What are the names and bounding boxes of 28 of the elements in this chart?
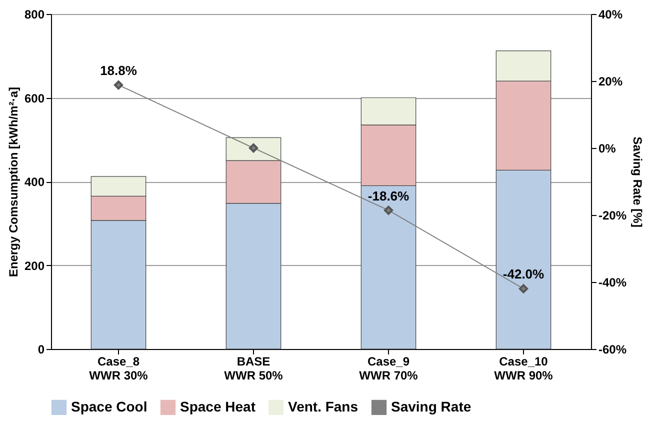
y2-tick-label: -40% <box>598 276 627 290</box>
x-tick-label: Case_10 WWR 90% <box>494 354 554 382</box>
y2-axis-title: Saving Rate [%] <box>630 136 645 228</box>
data-label: -18.6% <box>368 188 410 204</box>
y-tick-label: 800 <box>24 8 45 22</box>
legend-label: Space Cool <box>71 398 148 414</box>
legend-label: Saving Rate <box>391 398 472 414</box>
y-tick-label: 0 <box>38 342 45 356</box>
data-label: 18.8% <box>100 63 138 78</box>
point <box>384 206 394 215</box>
point <box>114 80 124 90</box>
x-tick-label: BASE WWR 50% <box>224 354 284 382</box>
point <box>248 143 258 153</box>
y-tick-label: 200 <box>24 258 45 273</box>
y2-tick-label: -20% <box>598 208 627 222</box>
y2-tick-label: 40% <box>598 8 623 22</box>
data-label: -42.0% <box>502 266 545 282</box>
x-tick-label: Case_8 WWR 30% <box>89 354 148 382</box>
y-tick-label: 600 <box>24 91 45 106</box>
legend-label: Vent. Fans <box>288 398 358 414</box>
y2-tick-label: 20% <box>598 74 623 88</box>
y-tick-label: 400 <box>24 175 45 189</box>
x-tick-label: Case_9 WWR 70% <box>359 354 418 382</box>
legend-label: Space Heat <box>180 398 256 414</box>
y2-tick-label: 0% <box>598 142 616 156</box>
point <box>518 284 528 294</box>
y-axis-title: Energy Comsumption [kWh/m²·a] <box>6 86 20 278</box>
y2-tick-label: -60% <box>598 342 627 356</box>
